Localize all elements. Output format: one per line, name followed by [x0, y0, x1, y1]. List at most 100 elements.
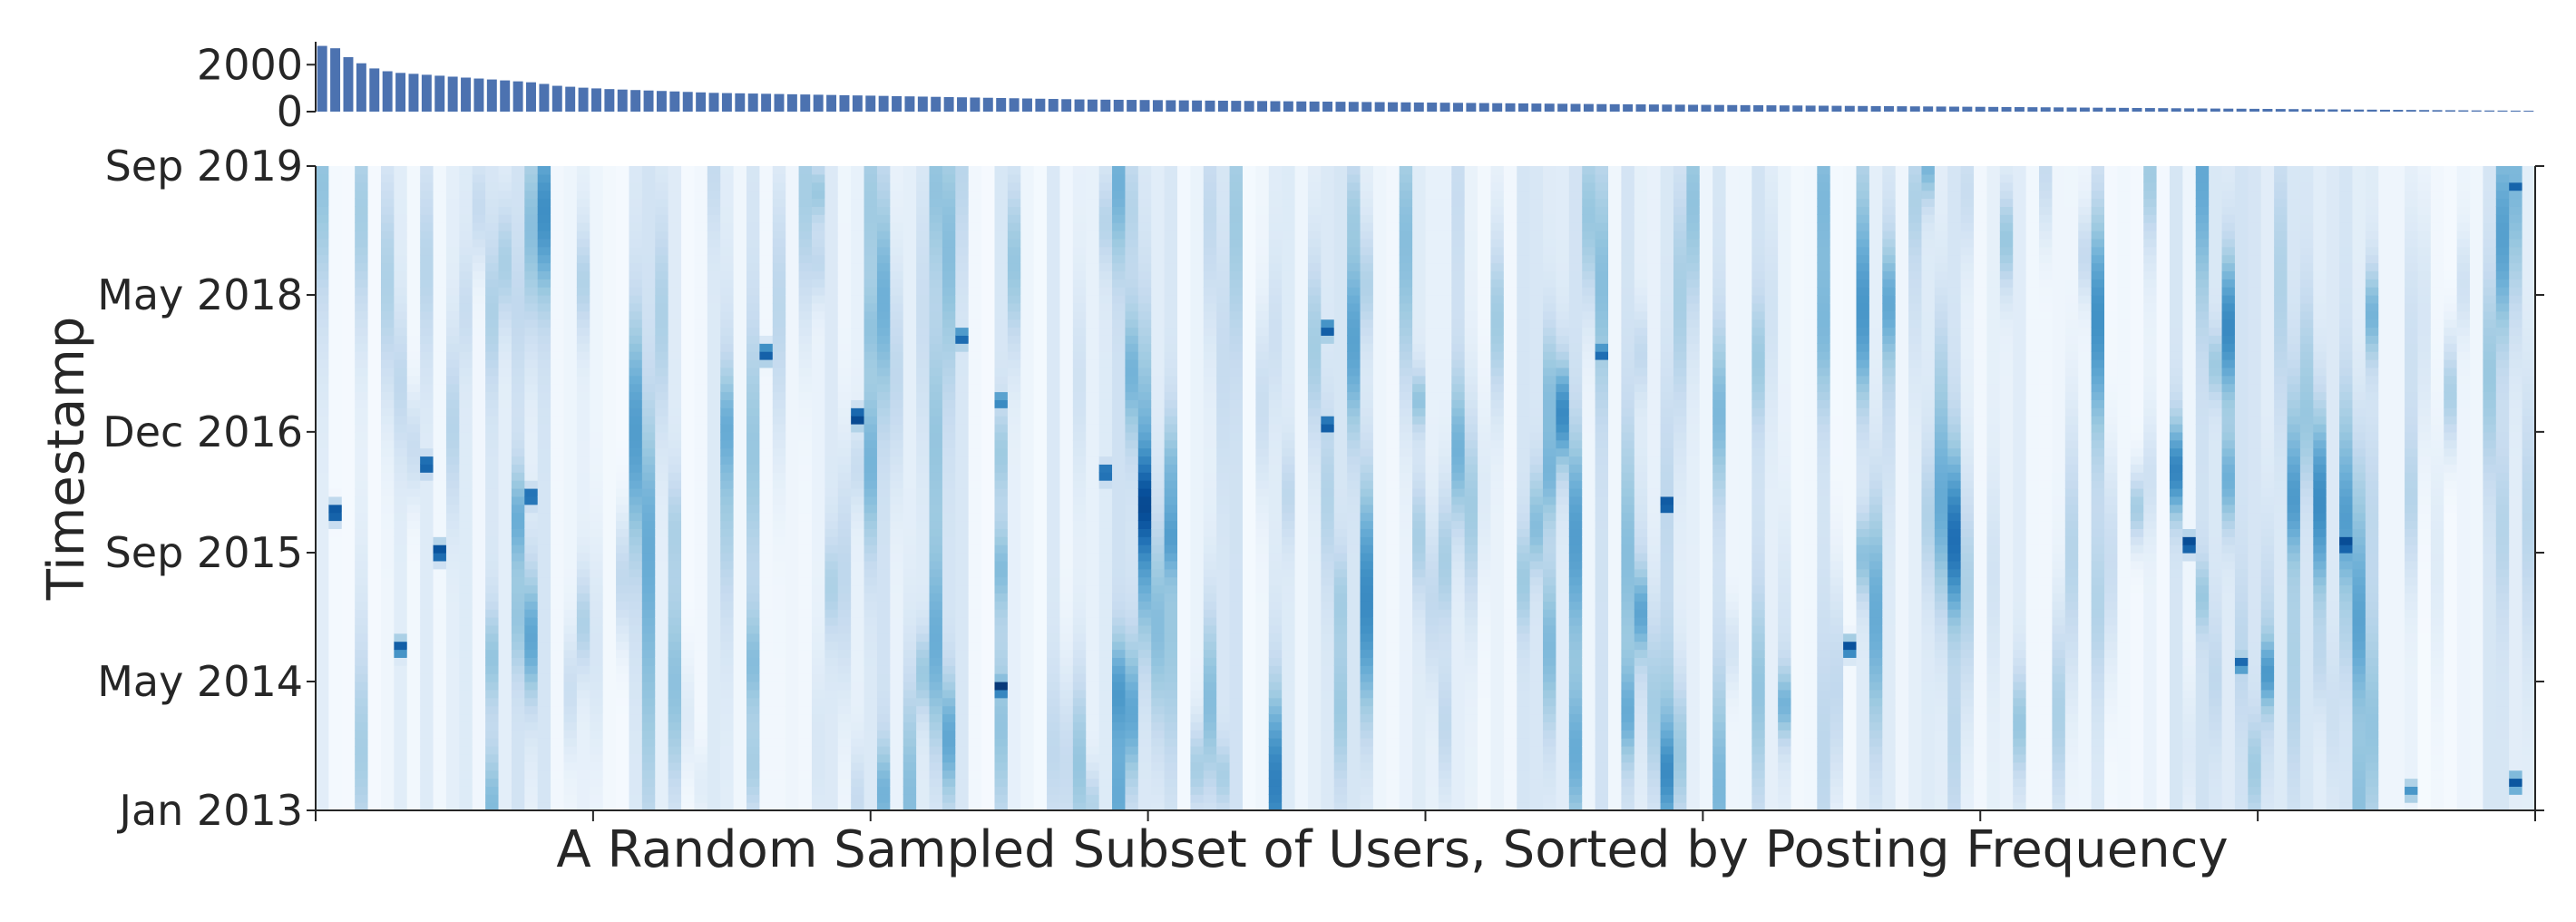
heatmap-cell — [512, 166, 525, 174]
heatmap-cell — [446, 698, 460, 706]
heatmap-cell — [707, 617, 721, 625]
histogram-bar — [709, 93, 719, 112]
heatmap-cell — [890, 585, 903, 593]
heatmap-cell — [694, 239, 707, 247]
heatmap-cell — [355, 786, 368, 794]
heatmap-cell — [877, 673, 891, 682]
heatmap-cell — [877, 303, 891, 311]
heatmap-cell — [681, 214, 695, 222]
heatmap-cell — [825, 166, 838, 174]
heatmap-cell — [1073, 384, 1087, 392]
heatmap-cell — [734, 287, 747, 295]
heatmap-cell — [381, 351, 395, 359]
heatmap-cell — [825, 440, 838, 448]
heatmap-cell — [355, 359, 368, 368]
heatmap-cell — [942, 682, 956, 690]
heatmap-cell — [1047, 456, 1060, 465]
heatmap-cell — [812, 384, 825, 392]
heatmap-cell — [655, 706, 668, 714]
heatmap-cell — [825, 230, 838, 239]
heatmap-cell — [1086, 464, 1099, 472]
heatmap-cell — [851, 633, 864, 642]
heatmap-cell — [446, 295, 460, 303]
heatmap-cell — [420, 536, 434, 544]
heatmap-cell — [1008, 521, 1021, 529]
heatmap-cell — [942, 392, 956, 400]
histogram-bar — [1636, 104, 1646, 112]
heatmap-cell — [877, 746, 891, 754]
heatmap-cell — [994, 464, 1008, 472]
heatmap-cell — [1073, 561, 1087, 569]
heatmap-cell — [838, 263, 852, 271]
heatmap-cell — [551, 376, 564, 384]
heatmap-cell — [851, 416, 864, 424]
heatmap-cell — [420, 399, 434, 407]
heatmap-cell — [785, 714, 799, 722]
heatmap-cell — [407, 206, 421, 214]
heatmap-cell — [603, 730, 617, 738]
heatmap-cell — [524, 721, 538, 730]
heatmap-cell — [759, 351, 773, 359]
heatmap-cell — [577, 762, 590, 770]
heatmap-cell — [930, 399, 943, 407]
heatmap-cell — [838, 698, 852, 706]
heatmap-cell — [551, 657, 564, 665]
heatmap-cell — [825, 392, 838, 400]
heatmap-cell — [577, 706, 590, 714]
heatmap-cell — [551, 690, 564, 698]
heatmap-cell — [930, 182, 943, 191]
heatmap-cell — [890, 762, 903, 770]
heatmap-cell — [590, 440, 603, 448]
heatmap-cell — [1008, 657, 1021, 665]
heatmap-cell — [734, 472, 747, 480]
heatmap-cell — [720, 335, 734, 343]
heatmap-cell — [577, 496, 590, 505]
heatmap-cell — [590, 270, 603, 279]
heatmap-cell — [955, 214, 969, 222]
heatmap-cell — [381, 440, 395, 448]
heatmap-cell — [916, 239, 930, 247]
heatmap-cell — [355, 255, 368, 263]
heatmap-cell — [825, 794, 838, 802]
heatmap-cell — [434, 239, 447, 247]
heatmap-cell — [1059, 738, 1073, 746]
heatmap-cell — [459, 206, 473, 214]
histogram-bar — [1727, 105, 1737, 112]
heatmap-cell — [812, 472, 825, 480]
heatmap-cell — [864, 303, 878, 311]
heatmap-cell — [446, 328, 460, 336]
heatmap-cell — [629, 706, 642, 714]
heatmap-cell — [524, 270, 538, 279]
heatmap-cell — [473, 706, 486, 714]
heatmap-cell — [890, 577, 903, 585]
heatmap-cell — [342, 448, 356, 456]
heatmap-cell — [930, 673, 943, 682]
heatmap-cell — [955, 166, 969, 174]
heatmap-cell — [668, 528, 682, 536]
heatmap-cell — [446, 738, 460, 746]
heatmap-cell — [316, 392, 329, 400]
heatmap-cell — [1034, 456, 1048, 465]
heatmap-cell — [512, 601, 525, 609]
heatmap-cell — [538, 698, 551, 706]
heatmap-cell — [668, 359, 682, 368]
heatmap-cell — [773, 247, 786, 255]
heatmap-cell — [342, 625, 356, 633]
heatmap-cell — [616, 714, 629, 722]
heatmap-cell — [969, 206, 982, 214]
heatmap-cell — [603, 779, 617, 787]
heatmap-cell — [1059, 199, 1073, 207]
histogram-bar — [2015, 107, 2025, 112]
heatmap-cell — [629, 698, 642, 706]
heatmap-cell — [1086, 199, 1099, 207]
heatmap-cell — [681, 762, 695, 770]
heatmap-cell — [459, 754, 473, 762]
heatmap-cell — [877, 513, 891, 521]
heatmap-cell — [877, 721, 891, 730]
heatmap-cell — [616, 424, 629, 432]
histogram-bar — [2419, 110, 2429, 112]
heatmap-cell — [524, 335, 538, 343]
heatmap-cell — [577, 665, 590, 673]
heatmap-cell — [342, 601, 356, 609]
heatmap-cell — [563, 222, 577, 230]
